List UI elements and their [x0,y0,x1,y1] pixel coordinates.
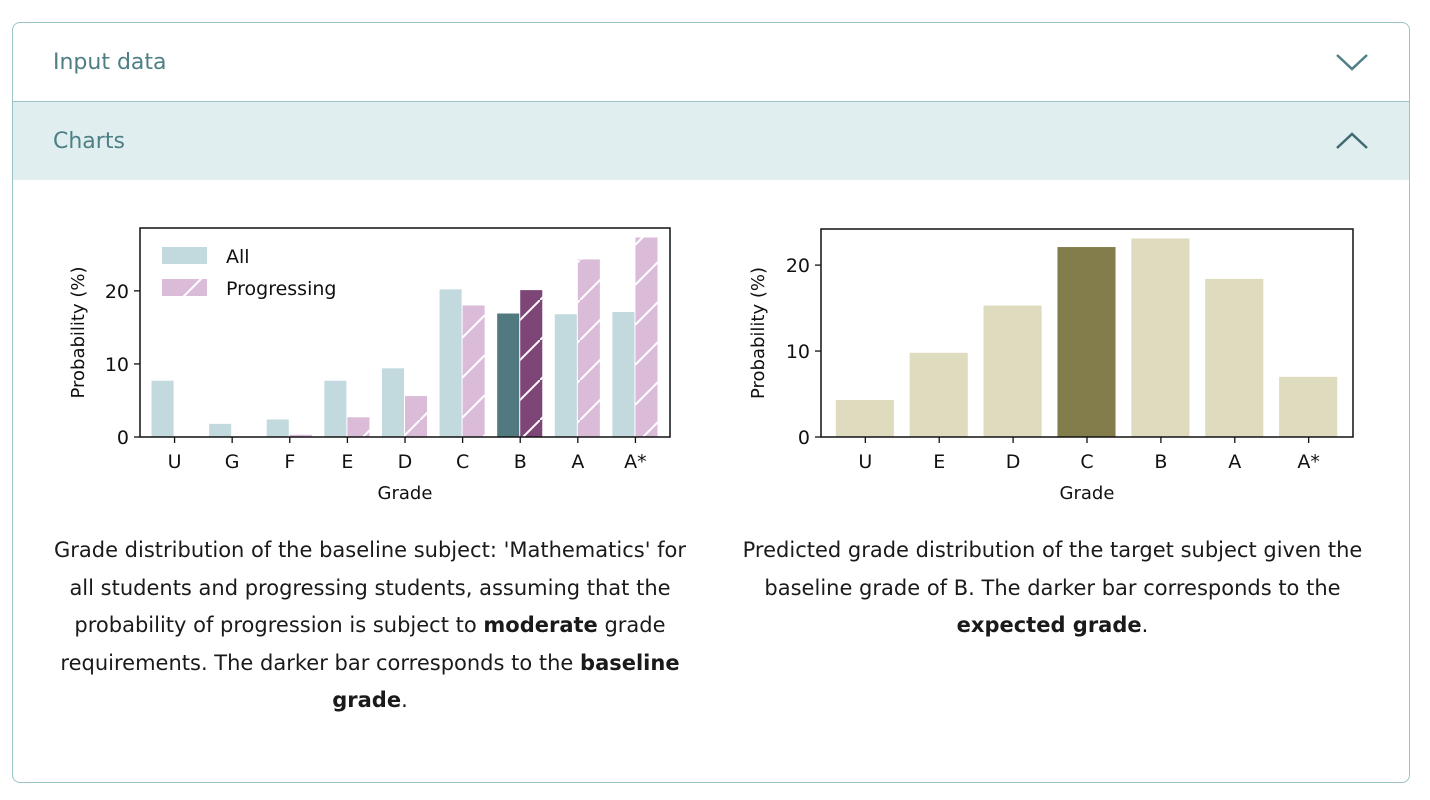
x-tick-label: B [1154,451,1167,473]
bar-value-C [1057,247,1116,437]
x-axis-label: Grade [378,483,433,504]
charts-header[interactable]: Charts [13,102,1409,180]
bar-value-E [909,352,968,437]
caption-text: Predicted grade distribution of the targ… [742,538,1363,600]
x-tick-label: A* [1297,451,1320,473]
legend-hatch [162,279,207,296]
plot-frame [139,227,671,438]
caption-text: Grade distribution of the baseline subje… [53,538,687,637]
y-tick-label: 10 [786,341,810,363]
bar-value-D [983,305,1042,437]
bar-value-A* [1279,376,1338,437]
plot-frame [820,228,1354,438]
predicted-chart-caption: Predicted grade distribution of the targ… [735,532,1370,645]
bar-all-E [324,380,347,437]
bar-all-D [381,368,404,437]
chevron-down-icon[interactable] [1335,52,1369,72]
legend-swatch-all [162,247,207,264]
bar-all-F [266,419,289,437]
x-tick-label: C [456,451,469,473]
caption-text: grade requirements. The darker bar corre… [60,613,666,675]
bar-all-U [151,380,174,437]
y-tick-label: 20 [105,281,129,303]
bar-value-B [1131,238,1190,437]
y-axis-label: Probability (%) [68,266,89,398]
bar-value-A [1205,278,1264,437]
bar-all-A* [612,312,635,437]
caption-bold: baseline grade [332,650,680,713]
input-data-header[interactable]: Input data [13,23,1409,102]
legend-label-progressing: Progressing [226,278,336,300]
x-tick-label: U [168,451,182,473]
bar-hatch [347,417,370,437]
input-data-label: Input data [53,49,167,75]
bar-all-G [209,423,232,437]
x-tick-label: F [284,451,295,473]
predicted-grade-chart: U E D C B A A* 0 10 20 Grade Probability (%) [748,228,1354,504]
bar-hatch [520,290,543,437]
y-tick-label: 20 [786,255,810,277]
bar-all-B [497,313,520,437]
x-tick-label: D [398,451,413,473]
x-axis-label: Grade [1060,483,1115,504]
y-tick-label: 0 [798,427,810,449]
x-tick-label: B [514,451,527,473]
x-tick-label: U [858,451,872,473]
x-tick-label: D [1006,451,1021,473]
chevron-up-icon[interactable] [1335,131,1369,151]
y-axis-label: Probability (%) [748,267,769,399]
y-tick-label: 0 [117,427,129,449]
x-tick-label: C [1080,451,1093,473]
caption-bold: expected grade [956,613,1142,637]
bar-hatch [462,305,485,437]
accordion: Input data Charts [12,22,1410,783]
bar-hatch [289,434,312,437]
y-tick-label: 10 [105,354,129,376]
charts-label: Charts [53,128,125,154]
bar-hatch [405,396,428,437]
bar-all-C [439,289,462,437]
baseline-grade-chart: U G F E D C B A A* 0 10 20 Grade Probability (%) All Pr… [68,227,671,504]
x-tick-label: G [225,451,240,473]
legend-label-all: All [226,246,250,268]
caption-text: . [1141,613,1149,637]
bar-hatch [635,237,658,437]
x-tick-label: E [341,451,353,473]
x-tick-label: A* [624,451,647,473]
x-tick-label: A [1228,451,1241,473]
bar-hatch [577,259,600,437]
bar-value-U [835,400,894,437]
caption-text: . [401,688,408,712]
bar-all-A [554,314,577,437]
caption-bold: moderate [483,613,598,637]
x-tick-label: A [571,451,584,473]
baseline-chart-caption: Grade distribution of the baseline subje… [45,532,695,720]
x-tick-label: E [933,451,945,473]
